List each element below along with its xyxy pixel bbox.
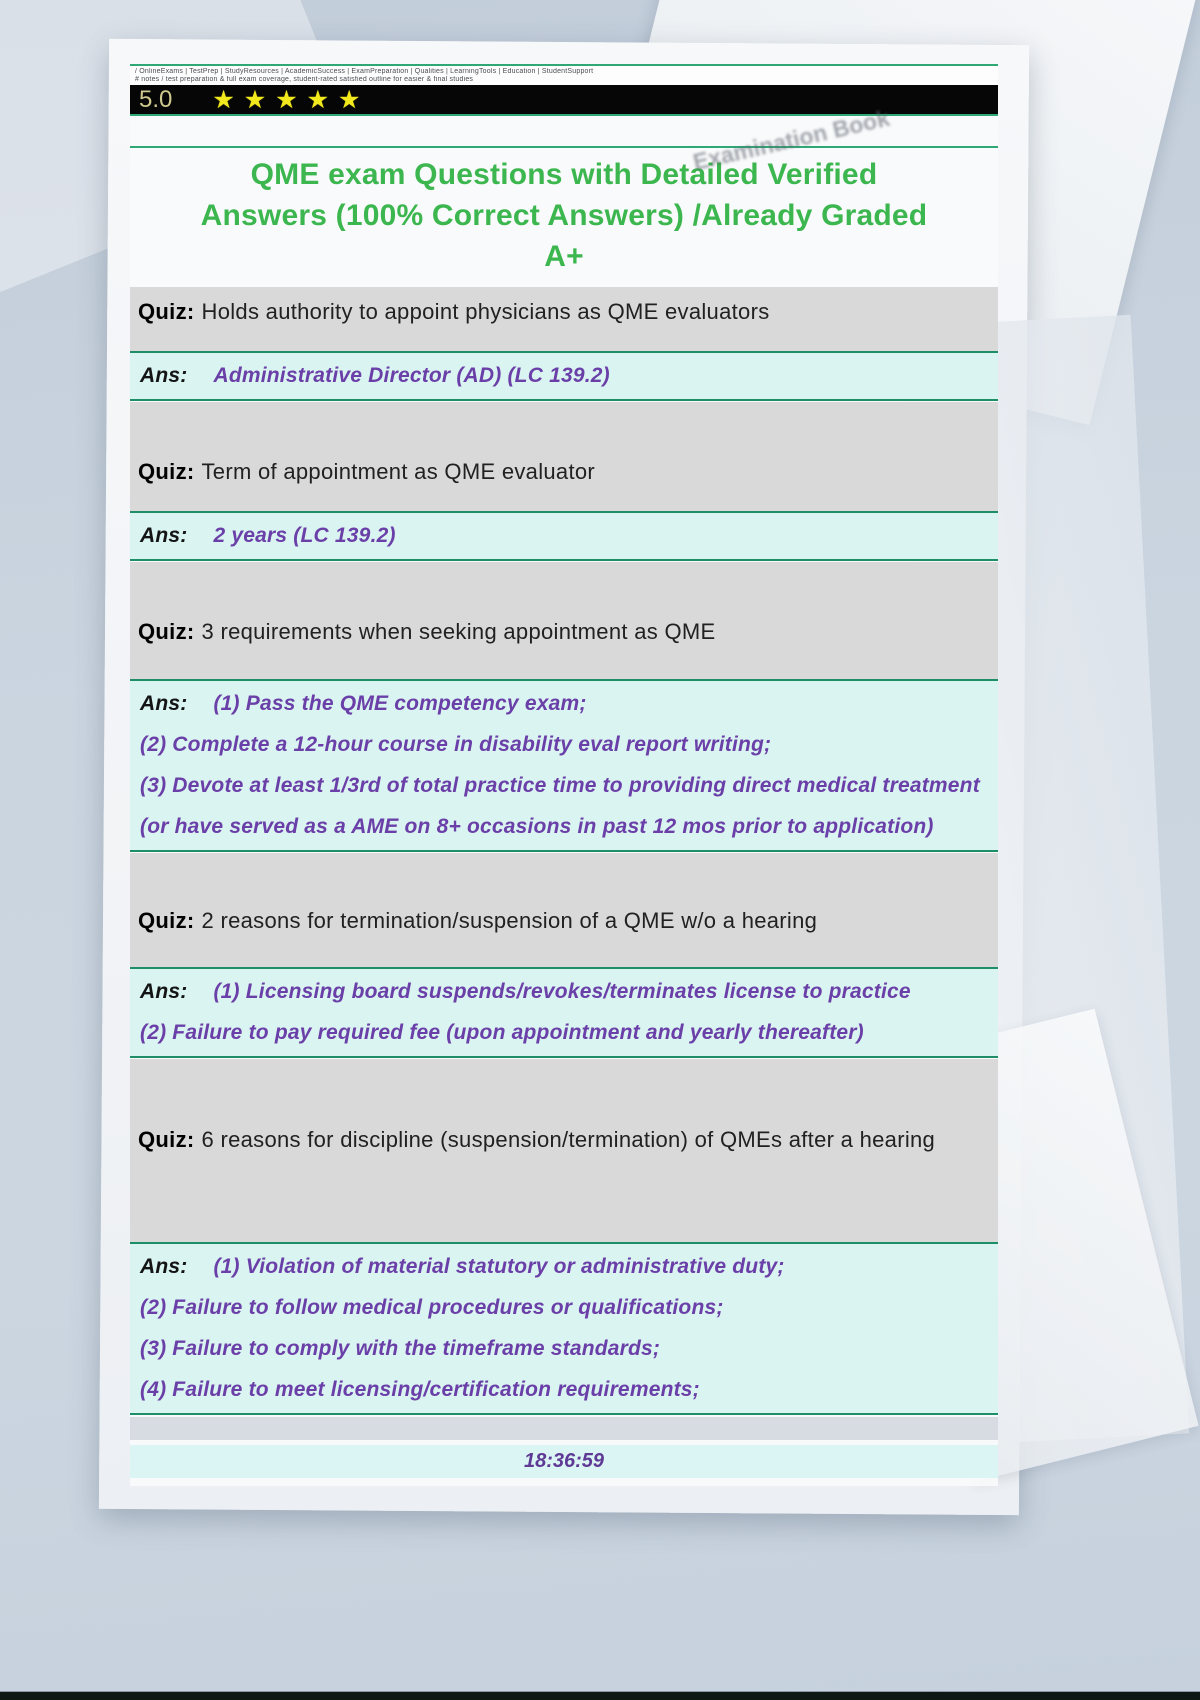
answer-label: Ans: [140,692,188,715]
quiz-question: Quiz: 3 requirements when seeking appoint… [130,562,998,679]
answer-line: (2) Failure to pay required fee (upon ap… [140,1021,864,1044]
quiz-question: Quiz: Holds authority to appoint physicia… [130,287,998,351]
quiz-label: Quiz: [138,619,195,644]
quiz-question-text: 6 reasons for discipline (suspension/ter… [201,1127,936,1152]
qa-block: Quiz: 6 reasons for discipline (suspensio… [130,1059,998,1415]
qa-block: Quiz: 3 requirements when seeking appoint… [130,562,998,852]
answer-line: Ans: 2 years (LC 139.2) [140,515,986,556]
quiz-question-text: Term of appointment as QME evaluator [201,459,596,484]
rating-bar: 5.0 ★★★★★ [130,85,998,116]
spacer-bar [130,1417,998,1440]
page-title-line: Answers (100% Correct Answers) /Already … [200,199,928,232]
quiz-label: Quiz: [138,459,195,484]
answer-label: Ans: [140,980,188,1003]
answer-line: (3) Failure to comply with the timeframe… [140,1337,661,1360]
quiz-answer: Ans: (1) Violation of material statutory … [130,1242,998,1415]
quiz-question-text: Holds authority to appoint physicians as… [201,299,770,324]
header-links-line: # notes / test preparation & full exam c… [135,76,474,83]
quiz-answer: Ans: Administrative Director (AD) (LC 139… [130,351,998,401]
answer-line: Ans: (1) Licensing board suspends/revokes… [140,971,986,1012]
quiz-answer: Ans: (1) Pass the QME competency exam; (2… [130,679,998,852]
answer-line: Ans: (1) Pass the QME competency exam; [140,683,986,724]
document-page: / OnlineExams | TestPrep | StudyResource… [130,64,998,1486]
quiz-question: Quiz: 2 reasons for termination/suspensio… [130,853,998,967]
quiz-question: Quiz: 6 reasons for discipline (suspensio… [130,1059,998,1242]
header-links-strip: / OnlineExams | TestPrep | StudyResource… [130,64,998,85]
answer-text: (1) Pass the QME competency exam; [213,692,587,715]
answer-text: (1) Violation of material statutory or a… [213,1255,785,1278]
answer-text: Administrative Director (AD) (LC 139.2) [213,364,610,387]
answer-line: (2) Complete a 12-hour course in disabil… [140,733,772,756]
quiz-answer: Ans: (1) Licensing board suspends/revokes… [130,967,998,1058]
qa-block: Quiz: 2 reasons for termination/suspensio… [130,853,998,1058]
answer-line: (4) Failure to meet licensing/certificat… [140,1378,700,1401]
answer-line: Ans: Administrative Director (AD) (LC 139… [140,355,986,396]
page-title-line: QME exam Questions with Detailed Verifie… [250,158,878,191]
answer-line: (3) Devote at least 1/3rd of total pract… [140,774,980,838]
quiz-question: Quiz: Term of appointment as QME evaluato… [130,402,998,511]
answer-line: Ans: (1) Violation of material statutory … [140,1246,986,1287]
rating-score: 5.0 [139,85,173,113]
answer-line: (2) Failure to follow medical procedures… [140,1296,724,1319]
qa-block: Quiz: Term of appointment as QME evaluato… [130,402,998,561]
quiz-label: Quiz: [138,908,195,933]
answer-text: (1) Licensing board suspends/revokes/ter… [213,980,911,1003]
qa-block: Quiz: Holds authority to appoint physicia… [130,287,998,401]
answer-label: Ans: [140,364,188,387]
answer-label: Ans: [140,1255,188,1278]
bottom-edge-bar [0,1691,1200,1700]
quiz-label: Quiz: [138,1127,195,1152]
header-links-line: / OnlineExams | TestPrep | StudyResource… [135,68,594,75]
quiz-label: Quiz: [138,299,195,324]
timestamp-text: 18:36:59 [523,1450,605,1472]
quiz-answer: Ans: 2 years (LC 139.2) [130,511,998,561]
timestamp-bar: 18:36:59 [130,1445,998,1478]
answer-text: 2 years (LC 139.2) [213,524,396,547]
quiz-question-text: 2 reasons for termination/suspension of … [201,908,818,933]
star-rating-icon: ★★★★★ [212,85,370,114]
quiz-question-text: 3 requirements when seeking appointment … [201,619,716,644]
answer-label: Ans: [140,524,188,547]
page-title: QME exam Questions with Detailed Verifie… [130,148,998,287]
page-title-line: A+ [544,240,584,273]
title-divider [130,146,998,148]
